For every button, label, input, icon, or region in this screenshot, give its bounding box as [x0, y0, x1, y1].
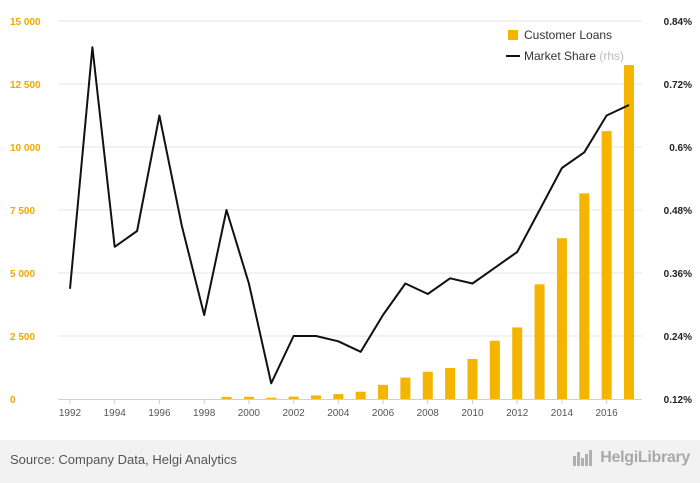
x-tick-label: 2008: [417, 408, 440, 419]
bar-customer-loans: [556, 238, 567, 399]
y-left-tick-label: 7 500: [10, 206, 35, 217]
bar-customer-loans: [624, 65, 634, 399]
legend-suffix-rhs: (rhs): [599, 49, 624, 63]
y-left-tick-label: 0: [10, 395, 16, 406]
y-left-tick-label: 15 000: [10, 17, 41, 28]
y-left-tick-label: 2 500: [10, 332, 35, 343]
x-tick-label: 2002: [282, 408, 305, 419]
line-market-share: [69, 46, 630, 385]
legend-label-customer-loans: Customer Loans: [524, 28, 612, 42]
y-right-tick-label: 0.12%: [664, 395, 692, 406]
bar-customer-loans: [489, 340, 500, 399]
x-tick-label: 2000: [238, 408, 261, 419]
y-right-tick-label: 0.48%: [664, 206, 692, 217]
bar-customer-loans: [243, 396, 254, 399]
y-right-tick-label: 0.72%: [664, 80, 692, 91]
source-note: Source: Company Data, Helgi Analytics: [10, 452, 237, 467]
x-tick-label: 2010: [461, 408, 484, 419]
y-right-tick-label: 0.36%: [664, 269, 692, 280]
bar-customer-loans: [601, 131, 612, 399]
x-tick-label: 1994: [104, 408, 127, 419]
y-right-tick-label: 0.24%: [664, 332, 692, 343]
line-series: [69, 46, 630, 385]
bar-customer-loans: [355, 391, 366, 399]
x-tick-label: 2016: [596, 408, 619, 419]
legend-swatch-customer-loans: [508, 30, 518, 40]
x-tick-label: 1998: [193, 408, 216, 419]
grid-lines: [58, 20, 642, 337]
bar-customer-loans: [333, 394, 344, 399]
x-tick-label: 2004: [327, 408, 350, 419]
legend: Customer Loans Market Share (rhs): [506, 28, 624, 63]
x-tick-label: 1992: [59, 408, 82, 419]
y-right-tick-label: 0.6%: [669, 143, 692, 154]
bar-customer-loans: [512, 327, 523, 399]
bar-series: [221, 65, 634, 399]
footer: Source: Company Data, Helgi Analytics He…: [0, 440, 700, 483]
bar-customer-loans: [400, 377, 411, 399]
bar-customer-loans: [579, 193, 590, 399]
bar-customer-loans: [378, 384, 389, 399]
bar-customer-loans: [534, 284, 545, 399]
y-left-tick-label: 10 000: [10, 143, 41, 154]
bar-customer-loans: [288, 396, 299, 399]
bar-customer-loans: [422, 371, 433, 399]
bar-customer-loans: [467, 358, 478, 399]
brand-logo: HelgiLibrary: [572, 448, 690, 468]
y-left-tick-label: 12 500: [10, 80, 41, 91]
library-icon: [573, 450, 593, 466]
bar-customer-loans: [445, 368, 456, 399]
x-tick-label: 1996: [148, 408, 171, 419]
chart-svg: 0 0.12% 2 500 0.24% 5 000 0.36% 7 500 0.48% 10 0…: [10, 17, 692, 419]
bar-customer-loans: [266, 397, 277, 399]
bar-customer-loans: [221, 396, 232, 399]
bar-customer-loans: [310, 395, 321, 399]
legend-label-market-share: Market Share (rhs): [524, 49, 624, 63]
y-right-tick-label: 0.84%: [664, 17, 692, 28]
y-left-tick-label: 5 000: [10, 269, 35, 280]
brand-name: HelgiLibrary: [600, 449, 690, 466]
x-tick-label: 2014: [551, 408, 574, 419]
x-tick-label: 2012: [506, 408, 529, 419]
axes: 0 0.12% 2 500 0.24% 5 000 0.36% 7 500 0.48% 10 0…: [10, 17, 692, 419]
x-tick-label: 2006: [372, 408, 395, 419]
